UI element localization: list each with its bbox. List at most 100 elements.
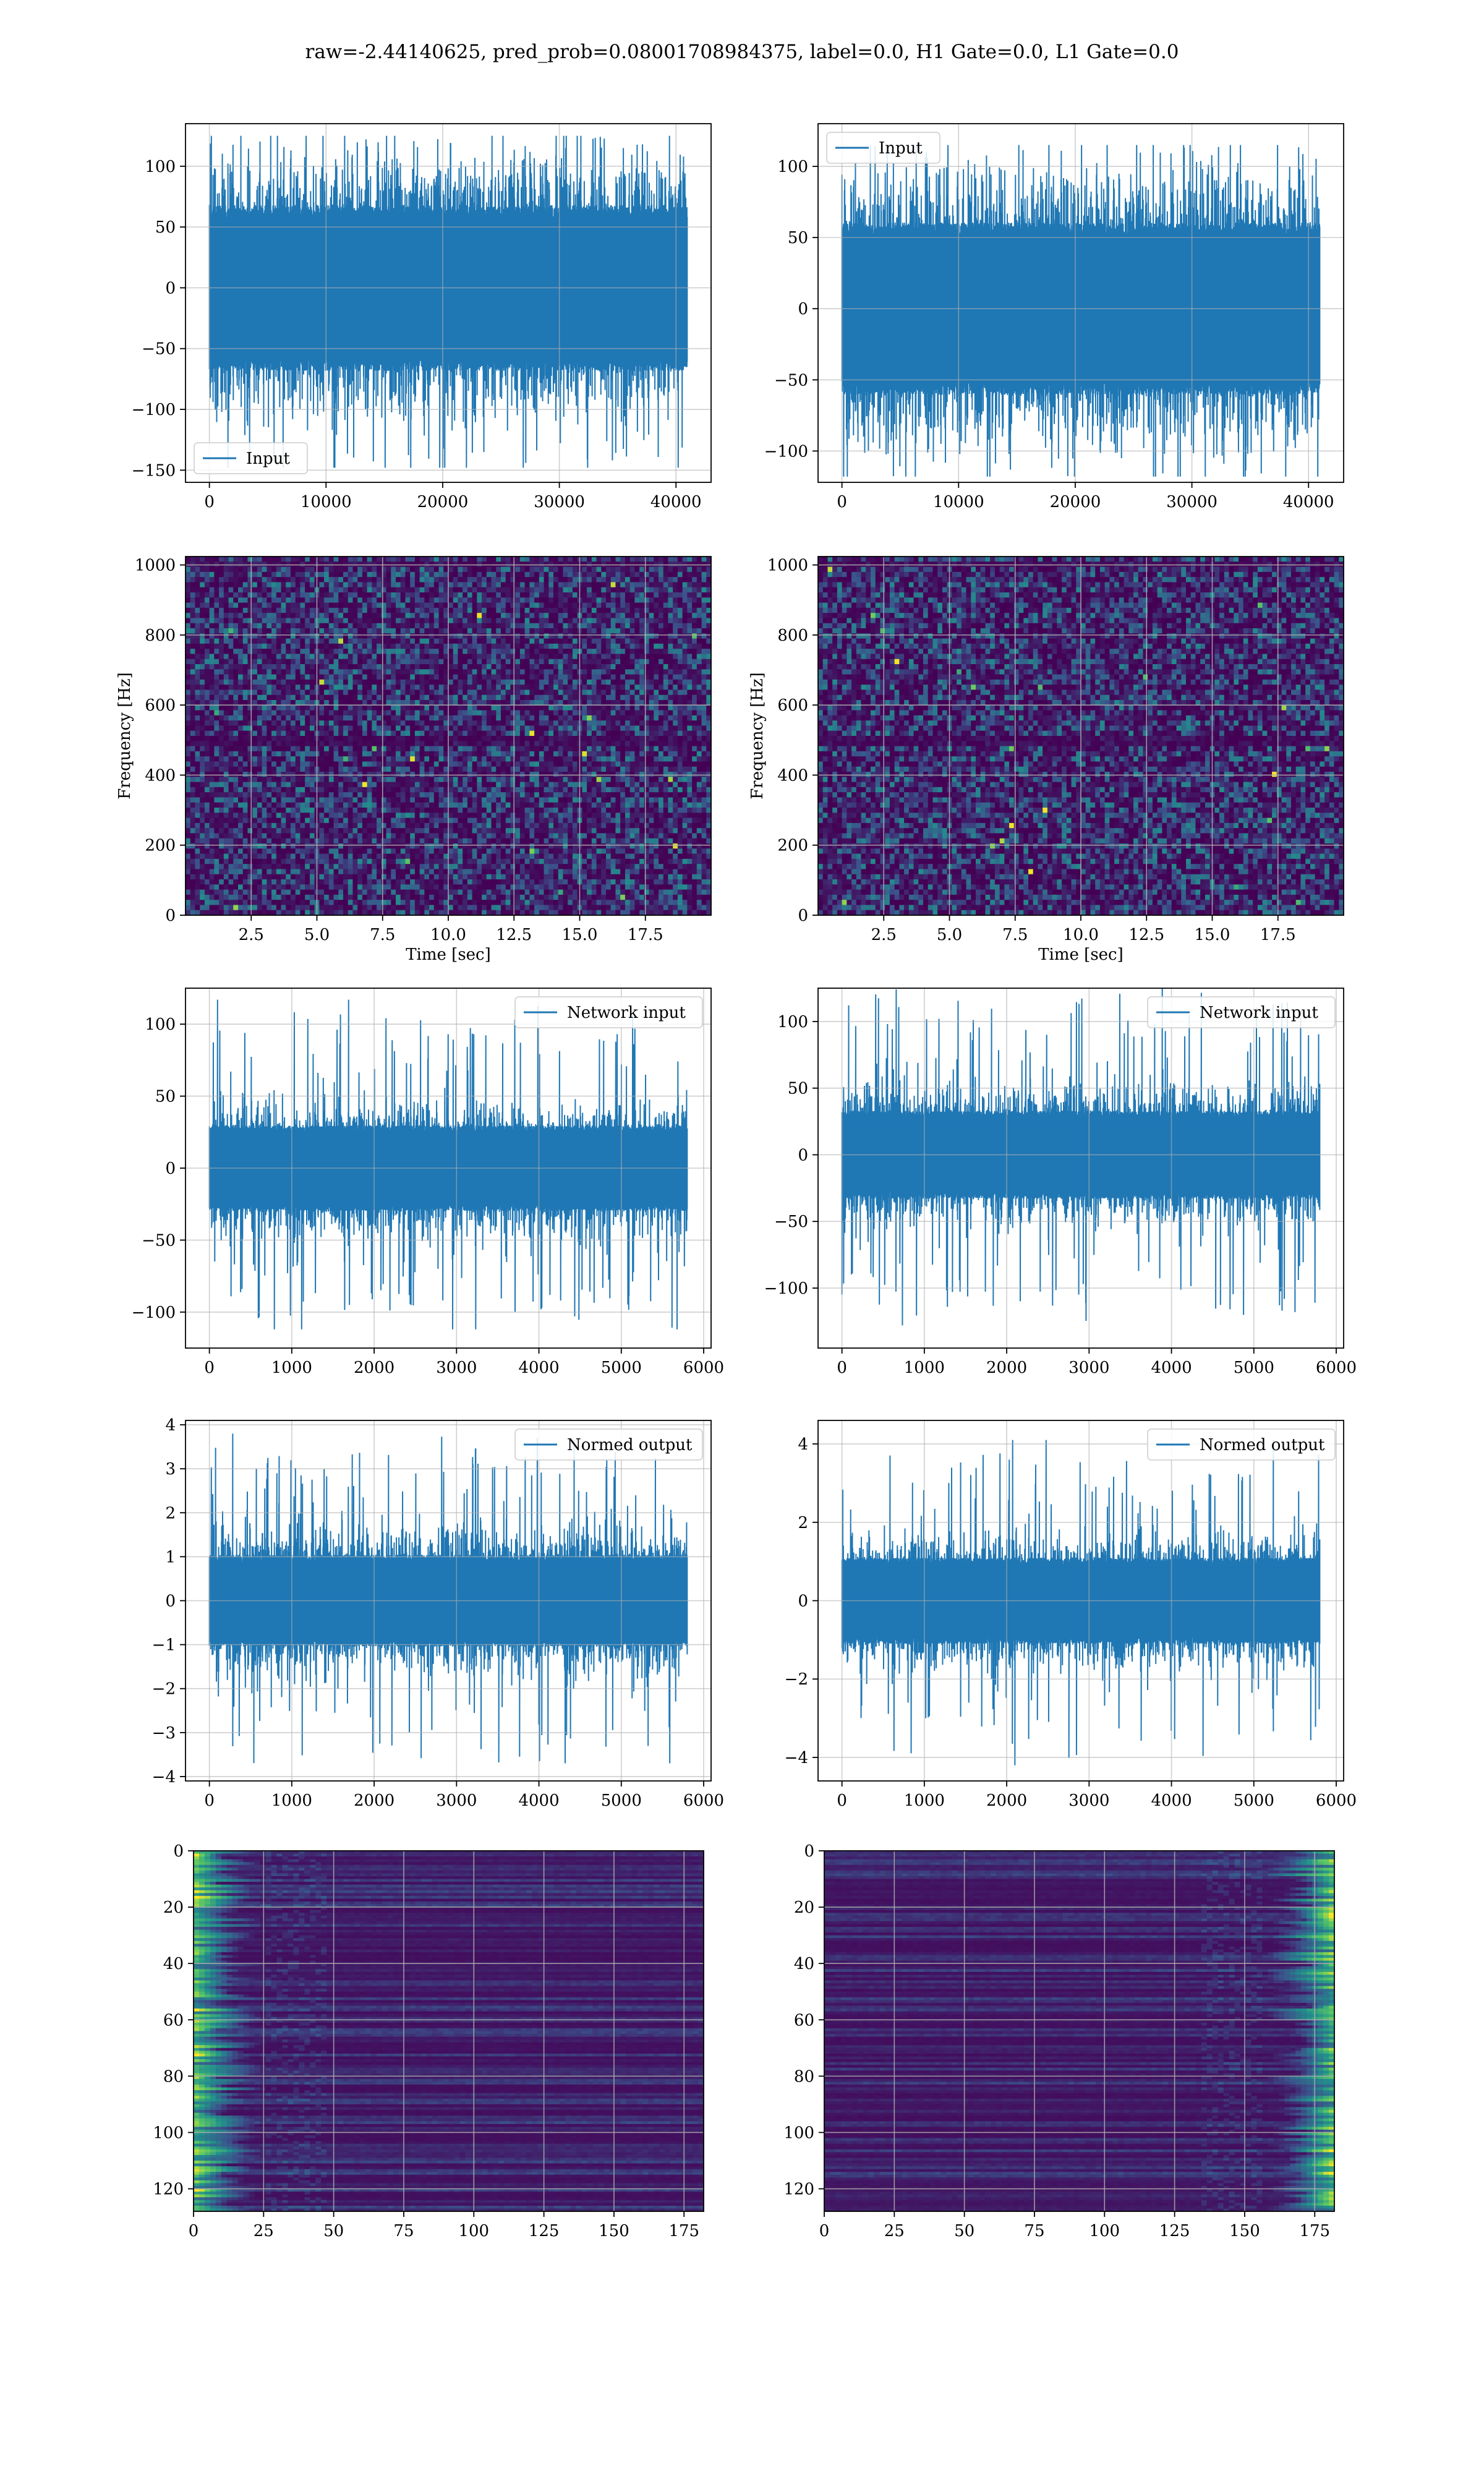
spectrogram-cell — [372, 772, 377, 777]
spectrogram-cell — [357, 639, 362, 644]
spectrogram-cell — [334, 725, 339, 731]
spectrogram-cell — [434, 751, 439, 757]
spectrogram-cell — [482, 741, 487, 746]
spectrogram-cell — [219, 777, 224, 782]
spectrogram-cell — [678, 582, 683, 587]
spectrogram-cell — [415, 731, 420, 736]
spectrogram-cell — [352, 572, 357, 578]
spectrogram-cell — [525, 603, 530, 608]
spectrogram-cell — [634, 720, 639, 726]
spectrogram-cell — [271, 689, 276, 695]
spectrogram-cell — [558, 680, 563, 685]
spectrogram-cell — [472, 725, 477, 731]
spectrogram-cell — [415, 715, 420, 721]
spectrogram-cell — [663, 746, 668, 752]
spectrogram-cell — [267, 751, 271, 757]
spectrogram-cell — [233, 628, 238, 634]
spectrogram-cell — [319, 689, 324, 695]
spectrogram-cell — [520, 705, 525, 711]
spectrogram-cell — [195, 649, 200, 654]
spectrogram-cell — [405, 587, 410, 593]
spectrogram-cell — [630, 582, 635, 587]
spectrogram-cell — [510, 577, 515, 583]
spectrogram-cell — [525, 649, 530, 654]
spectrogram-cell — [439, 711, 444, 716]
spectrogram-cell — [592, 659, 597, 665]
spectrogram-cell — [410, 695, 415, 701]
spectrogram-cell — [659, 725, 663, 731]
spectrogram-cell — [539, 761, 544, 767]
spectrogram-cell — [568, 561, 573, 567]
spectrogram-cell — [357, 695, 362, 701]
spectrogram-cell — [410, 725, 415, 731]
spectrogram-cell — [386, 736, 391, 741]
spectrogram-cell — [243, 695, 248, 701]
spectrogram-cell — [377, 608, 382, 613]
spectrogram-cell — [587, 572, 592, 578]
spectrogram-cell — [310, 592, 315, 598]
spectrogram-cell — [300, 633, 305, 639]
spectrogram-cell — [200, 567, 205, 573]
spectrogram-cell — [396, 689, 401, 695]
spectrogram-cell — [296, 669, 301, 675]
spectrogram-cell — [281, 639, 286, 644]
spectrogram-cell — [429, 751, 434, 757]
spectrogram-cell — [692, 695, 697, 701]
spectrogram-cell — [487, 561, 492, 567]
spectrogram-cell — [233, 720, 238, 726]
spectrogram-cell — [247, 592, 252, 598]
spectrogram-cell — [352, 736, 357, 741]
spectrogram-cell — [634, 685, 639, 690]
spectrogram-cell — [520, 664, 525, 670]
spectrogram-cell — [529, 649, 534, 654]
spectrogram-cell — [458, 782, 463, 788]
spectrogram-cell — [329, 761, 334, 767]
spectrogram-cell — [529, 577, 534, 583]
spectrogram-cell — [654, 664, 659, 670]
spectrogram-cell — [702, 592, 707, 598]
spectrogram-cell — [286, 777, 291, 782]
spectrogram-cell — [563, 587, 568, 593]
spectrogram-cell — [597, 572, 602, 578]
spectrogram-cell — [352, 628, 357, 634]
spectrogram-cell — [601, 695, 606, 701]
spectrogram-cell — [453, 767, 458, 772]
spectrogram-cell — [463, 731, 467, 736]
spectrogram-cell — [515, 572, 520, 578]
spectrogram-cell — [510, 772, 515, 777]
spectrogram-cell — [243, 603, 248, 608]
spectrogram-cell — [692, 664, 697, 670]
spectrogram-cell — [324, 777, 329, 782]
spectrogram-cell — [534, 777, 539, 782]
spectrogram-cell — [247, 761, 252, 767]
spectrogram-cell — [458, 756, 463, 762]
spectrogram-cell — [673, 669, 678, 675]
spectrogram-cell — [544, 608, 549, 613]
spectrogram-cell — [276, 608, 281, 613]
spectrogram-cell — [687, 587, 692, 593]
spectrogram-cell — [630, 633, 635, 639]
spectrogram-cell — [233, 639, 238, 644]
spectrogram-cell — [654, 654, 659, 659]
spectrogram-cell — [276, 654, 281, 659]
spectrogram-cell — [372, 557, 377, 562]
spectrogram-cell — [592, 664, 597, 670]
spectrogram-cell — [377, 695, 382, 701]
spectrogram-cell — [501, 751, 506, 757]
spectrogram-cell — [271, 772, 276, 777]
spectrogram-cell — [529, 603, 534, 608]
spectrogram-cell — [654, 711, 659, 716]
spectrogram-cell — [472, 746, 477, 752]
spectrogram-cell — [210, 592, 215, 598]
spectrogram-cell — [553, 628, 558, 634]
spectrogram-cell — [568, 649, 573, 654]
spectrogram-cell — [286, 582, 291, 587]
spectrogram-cell — [386, 664, 391, 670]
spectrogram-cell — [386, 577, 391, 583]
spectrogram-cell — [611, 567, 616, 573]
spectrogram-cell — [687, 689, 692, 695]
spectrogram-cell — [434, 689, 439, 695]
spectrogram-cell — [477, 587, 482, 593]
spectrogram-cell — [615, 751, 620, 757]
spectrogram-cell — [453, 680, 458, 685]
